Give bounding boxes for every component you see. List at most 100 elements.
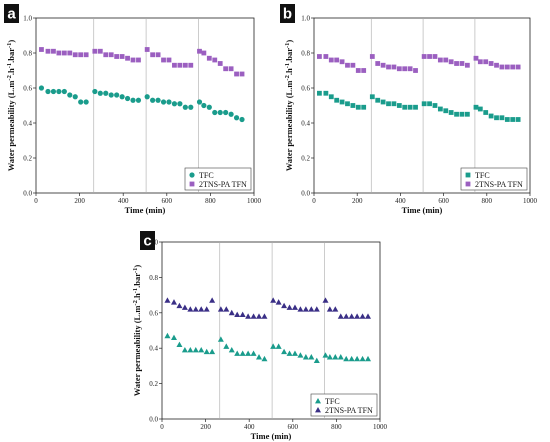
- data-point: [228, 66, 234, 72]
- data-point: [250, 350, 257, 356]
- plot-frame: [161, 241, 381, 420]
- data-point: [114, 54, 120, 59]
- data-point: [196, 99, 203, 105]
- data-point: [483, 110, 489, 115]
- data-point: [67, 92, 73, 98]
- x-axis-title: Time (min): [251, 431, 292, 441]
- data-point: [494, 62, 499, 68]
- data-point: [217, 109, 223, 116]
- data-point: [155, 97, 161, 103]
- data-point: [437, 106, 443, 112]
- data-point: [494, 115, 499, 121]
- data-point: [188, 62, 194, 68]
- y-tick-label: 0.8: [301, 50, 310, 58]
- data-point: [261, 313, 268, 319]
- y-tick-label: 0.2: [23, 155, 32, 163]
- data-point: [181, 304, 188, 310]
- data-point: [234, 71, 239, 77]
- data-point: [281, 302, 288, 309]
- data-point: [355, 68, 361, 73]
- legend-label: TFC: [199, 171, 214, 180]
- data-point: [348, 313, 355, 319]
- x-tick-label: 1000: [247, 197, 262, 205]
- data-point: [61, 50, 67, 56]
- data-point: [317, 54, 322, 59]
- data-point: [350, 103, 356, 108]
- y-axis-title: Water permeability (L.m-2.h-1.bar-1): [132, 265, 142, 397]
- legend-label: 2TNS-PA TFN: [475, 180, 523, 189]
- data-point: [473, 104, 479, 110]
- data-point: [270, 343, 277, 349]
- data-point: [345, 101, 350, 107]
- data-point: [443, 108, 449, 114]
- data-point: [187, 306, 194, 312]
- data-point: [256, 354, 263, 360]
- data-point: [332, 354, 339, 360]
- data-point: [38, 85, 45, 91]
- data-point: [72, 52, 78, 58]
- data-point: [125, 55, 130, 61]
- series-tfn: [164, 297, 372, 319]
- y-tick-label: 1.0: [301, 15, 310, 23]
- data-point: [328, 94, 334, 100]
- data-point: [161, 57, 166, 63]
- data-point: [223, 66, 229, 72]
- data-point: [61, 88, 67, 95]
- data-point: [198, 346, 205, 353]
- data-point: [302, 306, 309, 312]
- data-point: [504, 64, 510, 70]
- data-point: [56, 88, 62, 95]
- y-tick-label: 1.0: [23, 15, 32, 23]
- x-tick-label: 200: [352, 197, 363, 205]
- data-point: [78, 99, 84, 105]
- data-point: [291, 350, 298, 356]
- data-point: [396, 103, 402, 108]
- x-tick-label: 800: [205, 197, 216, 205]
- series-tfc: [38, 85, 245, 123]
- data-point: [275, 299, 282, 305]
- data-point: [245, 313, 252, 319]
- data-point: [308, 354, 315, 360]
- data-point: [97, 48, 103, 54]
- legend-label: TFC: [325, 397, 340, 406]
- data-point: [177, 101, 183, 107]
- data-point: [136, 57, 141, 63]
- series-tfn: [39, 47, 245, 77]
- x-tick-label: 0: [312, 197, 316, 205]
- data-point: [361, 68, 367, 73]
- data-point: [206, 55, 212, 61]
- data-point: [233, 115, 240, 121]
- data-point: [108, 52, 114, 58]
- data-point: [375, 97, 381, 103]
- data-point: [510, 64, 516, 70]
- y-tick-label: 0.2: [149, 380, 158, 388]
- y-tick-label: 0.8: [23, 50, 32, 58]
- x-tick-label: 400: [395, 197, 406, 205]
- data-point: [212, 109, 218, 116]
- data-point: [343, 355, 350, 362]
- data-point: [182, 104, 188, 110]
- data-point: [39, 47, 44, 52]
- data-point: [170, 299, 177, 305]
- data-point: [477, 106, 483, 112]
- data-point: [164, 297, 171, 303]
- data-point: [313, 306, 320, 312]
- data-point: [234, 350, 241, 356]
- data-point: [386, 101, 391, 107]
- panel-letter-badge: [4, 4, 19, 23]
- data-point: [172, 62, 177, 68]
- data-point: [51, 48, 56, 54]
- data-point: [176, 302, 183, 309]
- data-point: [166, 99, 172, 105]
- data-point: [223, 109, 229, 116]
- legend-marker: [315, 407, 321, 413]
- data-point: [322, 297, 329, 303]
- data-point: [504, 117, 510, 122]
- data-point: [334, 97, 340, 103]
- data-point: [402, 66, 408, 72]
- data-point: [359, 355, 366, 362]
- data-point: [135, 97, 142, 103]
- data-point: [464, 62, 470, 68]
